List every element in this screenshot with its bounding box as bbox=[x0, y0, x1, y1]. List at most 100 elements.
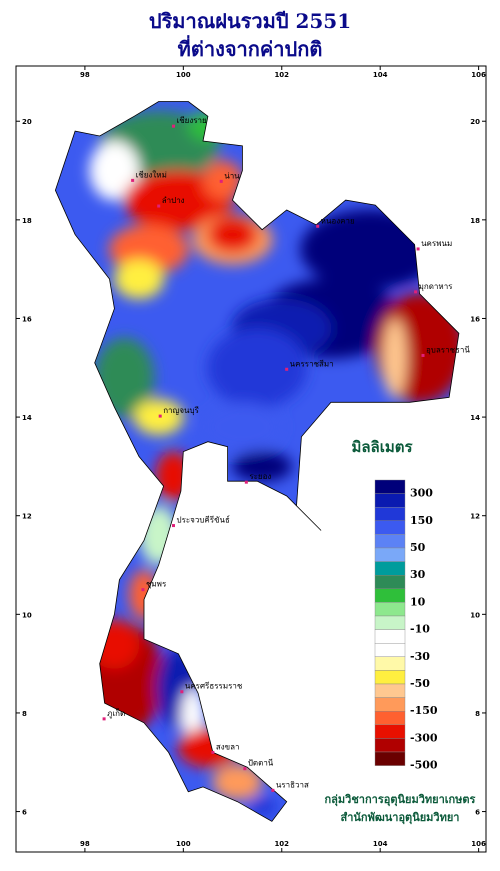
place-label: เชียงราย bbox=[176, 116, 206, 125]
credit: กลุ่มวิชาการอุตุนิยมวิทยาเกษตร bbox=[325, 793, 476, 807]
place-label: สงขลา bbox=[216, 742, 240, 751]
y-tick-label: 8 bbox=[475, 710, 480, 718]
place-label: นครพนม bbox=[421, 239, 452, 248]
rain-field bbox=[55, 101, 459, 822]
legend-swatch bbox=[374, 683, 406, 698]
legend-label: 150 bbox=[410, 514, 433, 527]
station bbox=[219, 179, 223, 183]
y-tick-label: 20 bbox=[22, 118, 32, 126]
y-tick-label: 8 bbox=[22, 710, 27, 718]
rain-blob bbox=[382, 317, 407, 398]
place-label: หนองคาย bbox=[321, 216, 355, 225]
legend-swatch bbox=[374, 575, 406, 590]
station bbox=[285, 367, 289, 371]
legend-swatch bbox=[374, 629, 406, 644]
map-subtitle: ที่ต่างจากค่าปกติ bbox=[178, 34, 323, 61]
place-label: ลำปาง bbox=[162, 196, 185, 205]
rain-blob bbox=[232, 451, 293, 482]
y-tick-label: 18 bbox=[22, 217, 32, 225]
station bbox=[421, 353, 425, 357]
station bbox=[211, 750, 215, 754]
legend-label: -150 bbox=[410, 704, 438, 717]
station bbox=[416, 247, 420, 251]
rain-blob bbox=[207, 327, 308, 408]
rain-blob bbox=[89, 140, 140, 201]
legend-swatch bbox=[374, 615, 406, 630]
station bbox=[243, 767, 247, 771]
place-label: ระยอง bbox=[249, 472, 271, 481]
legend-label: -50 bbox=[410, 677, 430, 690]
legend-label: -500 bbox=[410, 759, 438, 772]
place-label: ประจวบคีรีขันธ์ bbox=[176, 515, 230, 525]
station bbox=[244, 480, 248, 484]
legend-label: 30 bbox=[410, 568, 426, 581]
legend-label: -30 bbox=[410, 650, 430, 663]
y-tick-label: 20 bbox=[470, 118, 480, 126]
legend-swatch bbox=[374, 602, 406, 617]
place-label: กาญจนบุรี bbox=[163, 406, 199, 415]
place-label: เชียงใหม่ bbox=[136, 170, 167, 179]
place-label: นครราชสีมา bbox=[290, 359, 334, 368]
legend-swatch bbox=[374, 711, 406, 726]
legend-title: มิลลิเมตร bbox=[351, 438, 413, 456]
y-tick-label: 10 bbox=[22, 611, 32, 619]
credit: สำนักพัฒนาอุตุนิยมวิทยา bbox=[341, 811, 460, 825]
y-tick-label: 12 bbox=[470, 513, 480, 521]
x-tick-label: 102 bbox=[274, 71, 289, 79]
y-tick-label: 10 bbox=[470, 611, 480, 619]
y-tick-label: 6 bbox=[475, 809, 480, 817]
legend-swatch bbox=[374, 588, 406, 603]
y-tick-label: 12 bbox=[22, 513, 32, 521]
legend-swatch bbox=[374, 479, 406, 494]
rain-blob bbox=[212, 763, 263, 800]
x-tick-label: 106 bbox=[471, 71, 486, 79]
legend-label: -10 bbox=[410, 623, 430, 636]
place-label: อุบลราชธานี bbox=[426, 345, 470, 354]
rain-blob bbox=[114, 259, 165, 300]
x-tick-label: 104 bbox=[373, 840, 388, 848]
legend-swatch bbox=[374, 724, 406, 739]
place-label: ชุมพร bbox=[146, 580, 167, 589]
station bbox=[316, 224, 320, 228]
x-tick-label: 106 bbox=[471, 840, 486, 848]
y-tick-label: 14 bbox=[470, 414, 480, 422]
rain-blob bbox=[207, 216, 258, 253]
place-label: ภูเก็ต bbox=[107, 708, 125, 719]
legend-swatch bbox=[374, 738, 406, 753]
y-tick-label: 14 bbox=[22, 414, 32, 422]
place-label: นครศรีธรรมราช bbox=[185, 682, 243, 691]
place-label: มุกดาหาร bbox=[419, 282, 454, 291]
station bbox=[171, 124, 175, 128]
place-label: ปัตตานี bbox=[248, 759, 274, 768]
legend-swatch bbox=[374, 520, 406, 535]
legend-label: -300 bbox=[410, 731, 438, 744]
legend-label: 300 bbox=[410, 487, 433, 500]
x-tick-label: 100 bbox=[176, 840, 191, 848]
legend-label: 50 bbox=[410, 541, 426, 554]
x-tick-label: 104 bbox=[373, 71, 388, 79]
place-label: น่าน bbox=[224, 171, 240, 180]
legend-swatch bbox=[374, 697, 406, 712]
legend-swatch bbox=[374, 547, 406, 562]
legend-label: 10 bbox=[410, 595, 426, 608]
legend-swatch bbox=[374, 643, 406, 658]
y-tick-label: 6 bbox=[22, 809, 27, 817]
station bbox=[102, 717, 106, 721]
y-tick-label: 16 bbox=[470, 315, 480, 323]
station bbox=[131, 178, 135, 182]
x-tick-label: 98 bbox=[80, 71, 90, 79]
x-tick-label: 98 bbox=[80, 840, 90, 848]
map-title: ปริมาณฝนรวมปี 2551 bbox=[149, 9, 351, 33]
legend-swatch bbox=[374, 670, 406, 685]
station bbox=[271, 788, 275, 792]
legend-swatch bbox=[374, 507, 406, 522]
country-border bbox=[54, 101, 460, 822]
station bbox=[157, 204, 161, 208]
legend-swatch bbox=[374, 493, 406, 508]
station bbox=[158, 414, 162, 418]
legend-swatch bbox=[374, 534, 406, 549]
y-tick-label: 18 bbox=[470, 217, 480, 225]
station bbox=[180, 690, 184, 694]
station bbox=[171, 524, 175, 528]
